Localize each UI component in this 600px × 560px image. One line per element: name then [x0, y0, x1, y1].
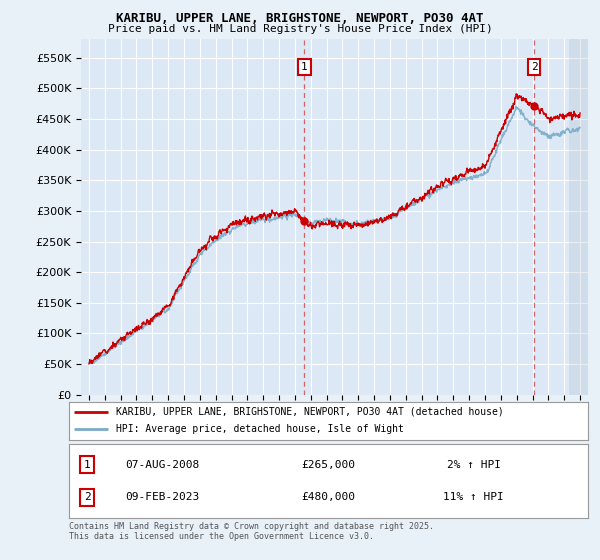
Text: 09-FEB-2023: 09-FEB-2023: [125, 492, 200, 502]
Text: KARIBU, UPPER LANE, BRIGHSTONE, NEWPORT, PO30 4AT: KARIBU, UPPER LANE, BRIGHSTONE, NEWPORT,…: [116, 12, 484, 25]
Text: £265,000: £265,000: [302, 460, 355, 470]
Text: £480,000: £480,000: [302, 492, 355, 502]
Text: 2: 2: [531, 62, 538, 72]
Text: 1: 1: [84, 460, 91, 470]
Text: Contains HM Land Registry data © Crown copyright and database right 2025.
This d: Contains HM Land Registry data © Crown c…: [69, 522, 434, 542]
Text: 11% ↑ HPI: 11% ↑ HPI: [443, 492, 504, 502]
Text: 07-AUG-2008: 07-AUG-2008: [125, 460, 200, 470]
Bar: [569, 39, 588, 395]
Text: 1: 1: [301, 62, 308, 72]
Text: 2% ↑ HPI: 2% ↑ HPI: [447, 460, 501, 470]
Bar: [569, 39, 588, 395]
Text: Price paid vs. HM Land Registry's House Price Index (HPI): Price paid vs. HM Land Registry's House …: [107, 24, 493, 34]
Text: KARIBU, UPPER LANE, BRIGHSTONE, NEWPORT, PO30 4AT (detached house): KARIBU, UPPER LANE, BRIGHSTONE, NEWPORT,…: [116, 407, 503, 417]
Text: HPI: Average price, detached house, Isle of Wight: HPI: Average price, detached house, Isle…: [116, 424, 404, 435]
Text: 2: 2: [84, 492, 91, 502]
